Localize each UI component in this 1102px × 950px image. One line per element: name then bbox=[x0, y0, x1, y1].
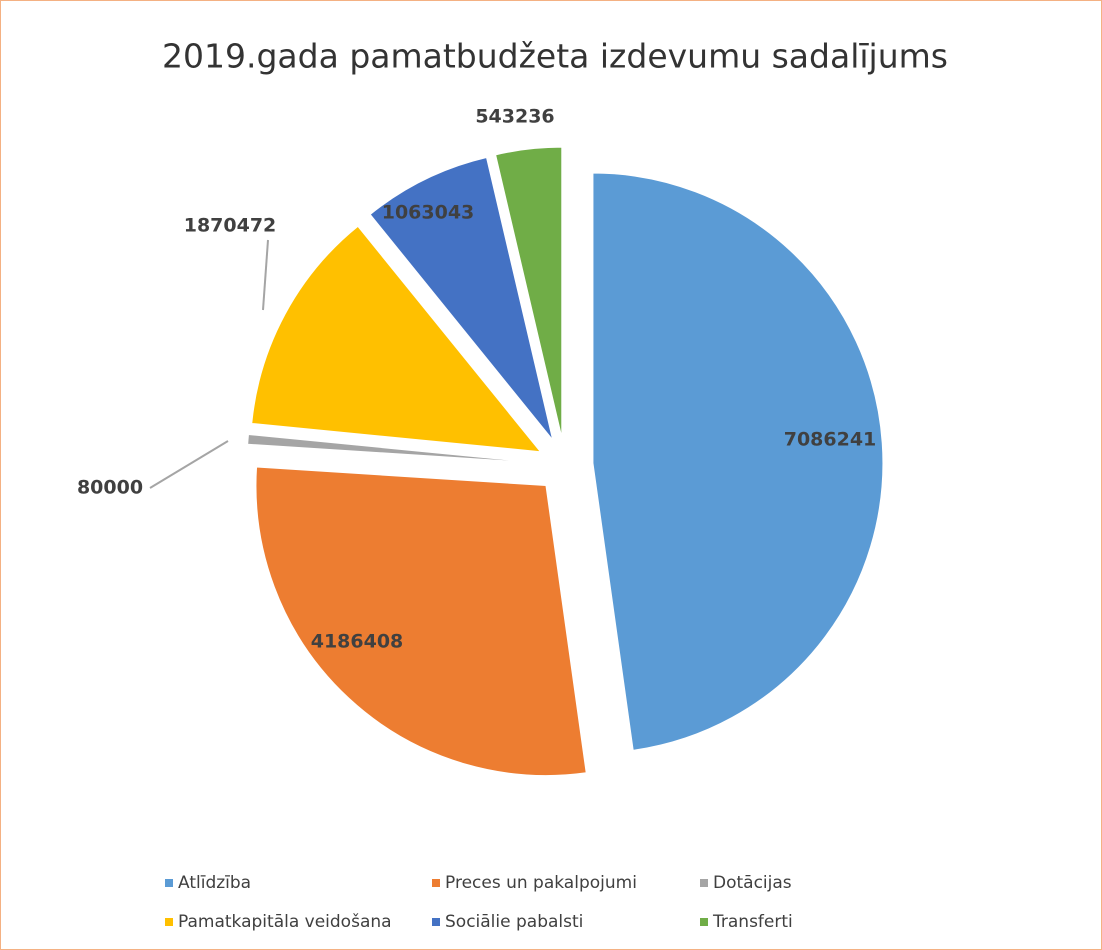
data-label: 1063043 bbox=[382, 202, 475, 224]
chart-title: 2019.gada pamatbudžeta izdevumu sadalīju… bbox=[162, 37, 948, 76]
pie-slice bbox=[369, 156, 554, 441]
legend-label: Pamatkapitāla veidošana bbox=[178, 912, 392, 932]
data-label: 80000 bbox=[77, 477, 143, 499]
legend-swatch bbox=[700, 879, 708, 887]
legend-label: Dotācijas bbox=[713, 873, 792, 893]
data-label: 7086241 bbox=[784, 429, 877, 451]
data-label: 543236 bbox=[475, 106, 554, 128]
pie-slice bbox=[251, 225, 542, 453]
data-label: 1870472 bbox=[184, 215, 277, 237]
legend-label: Preces un pakalpojumi bbox=[445, 873, 637, 893]
legend-swatch bbox=[432, 918, 440, 926]
pie-slice bbox=[247, 433, 538, 464]
leader-line bbox=[262, 239, 269, 311]
leader-line bbox=[149, 440, 229, 489]
pie-slice bbox=[495, 146, 563, 438]
data-label: 4186408 bbox=[311, 631, 404, 653]
pie-slice bbox=[255, 466, 587, 777]
legend-label: Transferti bbox=[712, 912, 793, 932]
legend-swatch bbox=[432, 879, 440, 887]
legend-label: Sociālie pabalsti bbox=[445, 912, 583, 932]
legend-swatch bbox=[165, 918, 173, 926]
legend-label: Atlīdzība bbox=[178, 873, 251, 893]
legend-swatch bbox=[165, 879, 173, 887]
legend-swatch bbox=[700, 918, 708, 926]
pie-slice bbox=[592, 172, 884, 751]
